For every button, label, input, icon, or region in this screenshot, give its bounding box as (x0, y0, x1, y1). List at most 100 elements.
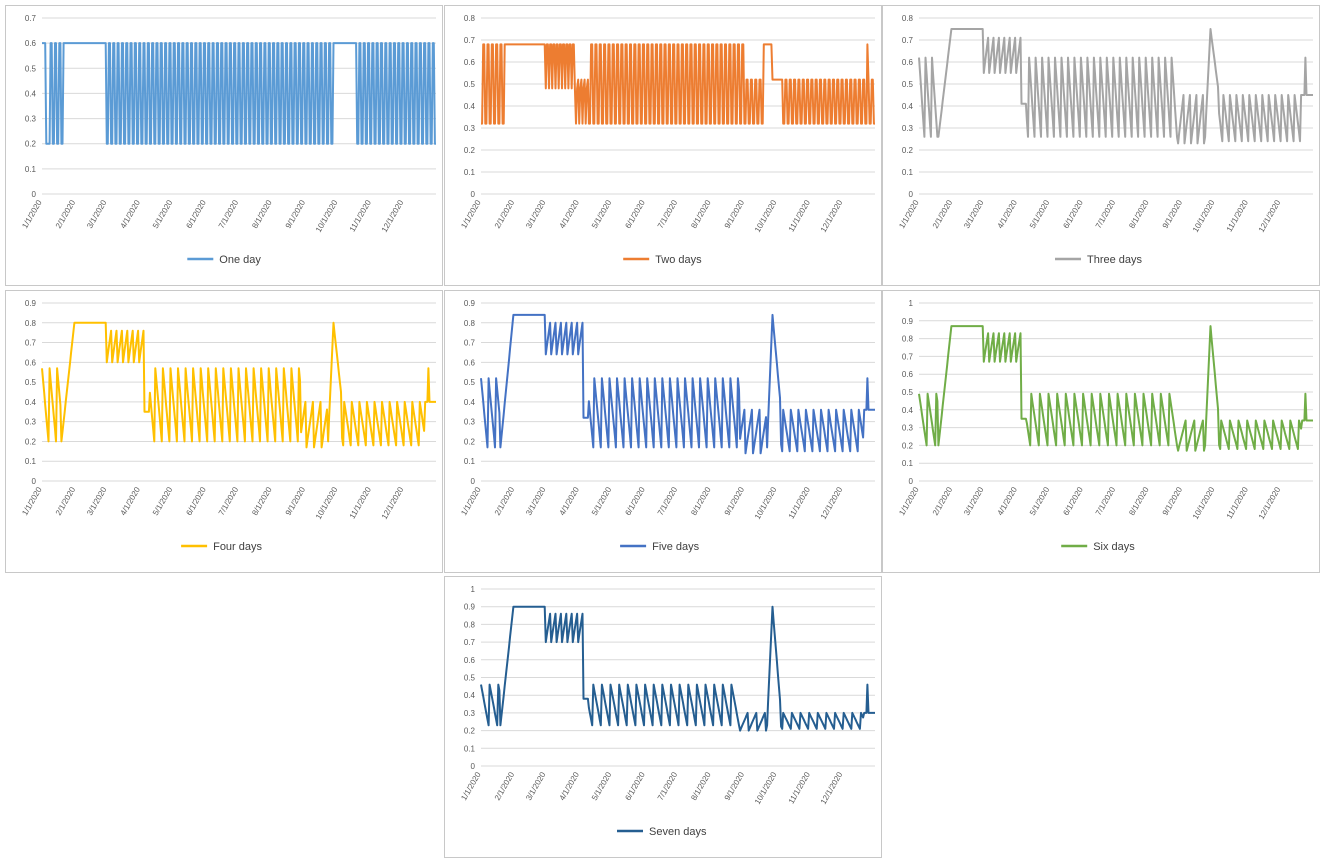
x-tick-label: 7/1/2020 (656, 770, 680, 802)
x-tick-label: 11/1/2020 (1225, 485, 1251, 520)
y-tick-label: 0 (471, 762, 476, 771)
chart-panel-two-days: 0 0.1 0.2 0.3 0.4 0.5 0.6 0.7 0.8 1/1/2020 2/1/202… (444, 5, 882, 286)
x-tick-label: 10/1/2020 (753, 198, 779, 234)
y-tick-label: 0.4 (464, 398, 476, 407)
x-tick-label: 9/1/2020 (284, 198, 308, 230)
x-tick-label: 1/1/2020 (459, 770, 483, 802)
y-tick-label: 0 (32, 190, 37, 199)
x-tick-label: 11/1/2020 (1225, 198, 1251, 233)
x-tick-label: 3/1/2020 (85, 485, 109, 517)
x-tick-label: 10/1/2020 (753, 770, 779, 806)
x-tick-label: 1/1/2020 (20, 198, 44, 230)
x-tick-label: 12/1/2020 (380, 198, 406, 234)
x-tick-label: 4/1/2020 (996, 198, 1020, 230)
series-line (918, 28, 1313, 145)
x-tick-label: 5/1/2020 (590, 198, 614, 230)
x-tick-label: 6/1/2020 (623, 485, 647, 517)
x-tick-label: 11/1/2020 (348, 485, 374, 520)
y-tick-label: 0.6 (25, 39, 37, 48)
x-tick-label: 1/1/2020 (897, 485, 921, 517)
x-tick-label: 12/1/2020 (380, 485, 406, 521)
y-tick-label: 0.8 (902, 335, 914, 344)
y-tick-label: 0.7 (902, 36, 914, 45)
x-tick-label: 2/1/2020 (931, 198, 955, 230)
x-tick-label: 10/1/2020 (1191, 198, 1217, 234)
x-tick-label: 1/1/2020 (897, 198, 921, 230)
y-tick-label: 0.9 (464, 603, 476, 612)
x-tick-label: 4/1/2020 (996, 485, 1020, 517)
series-line (480, 313, 875, 455)
x-tick-label: 8/1/2020 (1127, 485, 1151, 517)
x-tick-label: 6/1/2020 (623, 770, 647, 802)
y-tick-label: 0.2 (25, 437, 37, 446)
y-tick-label: 0.5 (25, 64, 37, 73)
chart-two-days: 0 0.1 0.2 0.3 0.4 0.5 0.6 0.7 0.8 1/1/2020 2/1/202… (459, 14, 875, 266)
series-line (42, 42, 436, 145)
x-tick-label: 1/1/2020 (459, 198, 483, 230)
y-tick-label: 0.6 (902, 58, 914, 67)
y-tick-label: 0.3 (902, 424, 914, 433)
x-tick-label: 10/1/2020 (1191, 485, 1217, 521)
x-tick-label: 4/1/2020 (558, 770, 582, 802)
y-tick-label: 0.3 (464, 709, 476, 718)
x-tick-label: 10/1/2020 (314, 485, 340, 521)
x-tick-label: 11/1/2020 (787, 770, 813, 805)
y-tick-label: 0.6 (464, 656, 476, 665)
x-tick-label: 3/1/2020 (85, 198, 109, 230)
y-tick-label: 0.7 (25, 14, 37, 23)
x-tick-label: 11/1/2020 (348, 198, 374, 233)
chart-three-days: 0 0.1 0.2 0.3 0.4 0.5 0.6 0.7 0.8 1/1/2020 2/1/202… (897, 14, 1313, 266)
series-line (480, 605, 875, 732)
x-tick-label: 9/1/2020 (723, 485, 747, 517)
y-tick-label: 0.7 (902, 352, 914, 361)
y-tick-label: 0.2 (464, 146, 476, 155)
y-tick-label: 0.1 (902, 459, 914, 468)
x-tick-label: 2/1/2020 (493, 485, 517, 517)
y-tick-label: 0.5 (464, 80, 476, 89)
y-tick-label: 0.2 (902, 146, 914, 155)
x-tick-label: 8/1/2020 (1127, 198, 1151, 230)
chart-four-days: 0 0.1 0.2 0.3 0.4 0.5 0.6 0.7 0.8 0.9 1/1/2020 2/1/… (20, 299, 436, 553)
x-tick-label: 11/1/2020 (787, 198, 813, 233)
x-tick-label: 6/1/2020 (184, 198, 208, 230)
y-tick-label: 0.5 (902, 80, 914, 89)
x-tick-label: 4/1/2020 (119, 485, 143, 517)
y-tick-label: 0.1 (902, 168, 914, 177)
chart-panel-four-days: 0 0.1 0.2 0.3 0.4 0.5 0.6 0.7 0.8 0.9 1/1/2020 2/1/… (5, 290, 443, 573)
y-tick-label: 0.6 (902, 370, 914, 379)
y-tick-label: 0.5 (902, 388, 914, 397)
y-tick-label: 0.4 (25, 398, 37, 407)
legend-label: Six days (1093, 541, 1135, 553)
y-tick-label: 0.2 (464, 437, 476, 446)
x-tick-label: 12/1/2020 (819, 485, 845, 521)
x-tick-label: 6/1/2020 (184, 485, 208, 517)
y-tick-label: 0 (909, 477, 914, 486)
y-tick-label: 0.7 (464, 638, 476, 647)
y-tick-label: 0.8 (25, 319, 37, 328)
x-tick-label: 9/1/2020 (723, 198, 747, 230)
y-tick-label: 0.4 (25, 89, 37, 98)
y-tick-label: 0.3 (25, 418, 37, 427)
y-tick-label: 0.9 (902, 317, 914, 326)
y-tick-label: 0.4 (902, 406, 914, 415)
y-tick-label: 0.3 (902, 124, 914, 133)
x-tick-label: 1/1/2020 (20, 485, 44, 517)
y-tick-label: 0.8 (464, 620, 476, 629)
y-tick-label: 0.8 (902, 14, 914, 23)
x-tick-label: 7/1/2020 (217, 485, 241, 517)
y-tick-label: 0.8 (464, 319, 476, 328)
y-tick-label: 0.1 (464, 168, 476, 177)
x-tick-label: 6/1/2020 (623, 198, 647, 230)
x-tick-label: 6/1/2020 (1061, 198, 1085, 230)
x-tick-label: 5/1/2020 (590, 770, 614, 802)
y-tick-label: 0.2 (464, 727, 476, 736)
x-tick-label: 9/1/2020 (1161, 198, 1185, 230)
y-tick-label: 0.1 (25, 165, 37, 174)
x-tick-label: 12/1/2020 (1257, 485, 1283, 521)
chart-five-days: 0 0.1 0.2 0.3 0.4 0.5 0.6 0.7 0.8 0.9 1/1/2020 2/1/… (459, 299, 875, 553)
x-tick-label: 4/1/2020 (119, 198, 143, 230)
y-tick-label: 0.4 (902, 102, 914, 111)
x-tick-label: 8/1/2020 (689, 198, 713, 230)
y-tick-label: 0.2 (902, 441, 914, 450)
legend-label: Seven days (649, 826, 707, 838)
